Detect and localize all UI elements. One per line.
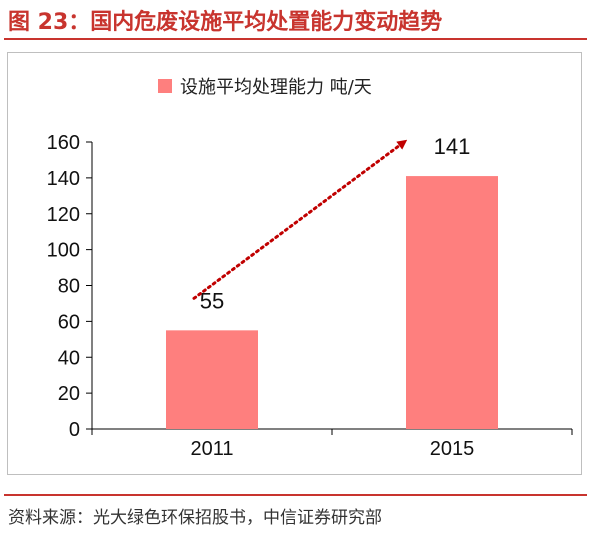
bar-2015 [406,176,498,429]
bar-2011 [166,330,258,429]
figure-header: 图 23：国内危废设施平均处置能力变动趋势 [0,0,591,40]
x-tick-label: 2011 [190,438,233,460]
y-tick-label: 140 [47,168,80,190]
y-tick-label: 160 [47,132,80,154]
y-tick-label: 100 [47,240,80,262]
x-tick-label: 2015 [430,438,475,460]
legend-swatch [158,79,172,93]
figure-title: 图 23：国内危废设施平均处置能力变动趋势 [8,10,443,35]
source-note: 资料来源：光大绿色环保招股书，中信证券研究部 [8,508,382,528]
trend-arrow [192,139,408,300]
y-tick-label: 60 [58,311,80,333]
source-divider [4,494,587,496]
y-tick-label: 40 [58,347,80,369]
legend-label: 设施平均处理能力 吨/天 [180,77,372,98]
y-tick-label: 80 [58,276,80,298]
y-tick-label: 20 [58,383,80,405]
y-tick-label: 120 [47,204,80,226]
y-tick-label: 0 [69,419,80,441]
data-label: 141 [434,134,471,159]
title-divider [4,38,587,40]
